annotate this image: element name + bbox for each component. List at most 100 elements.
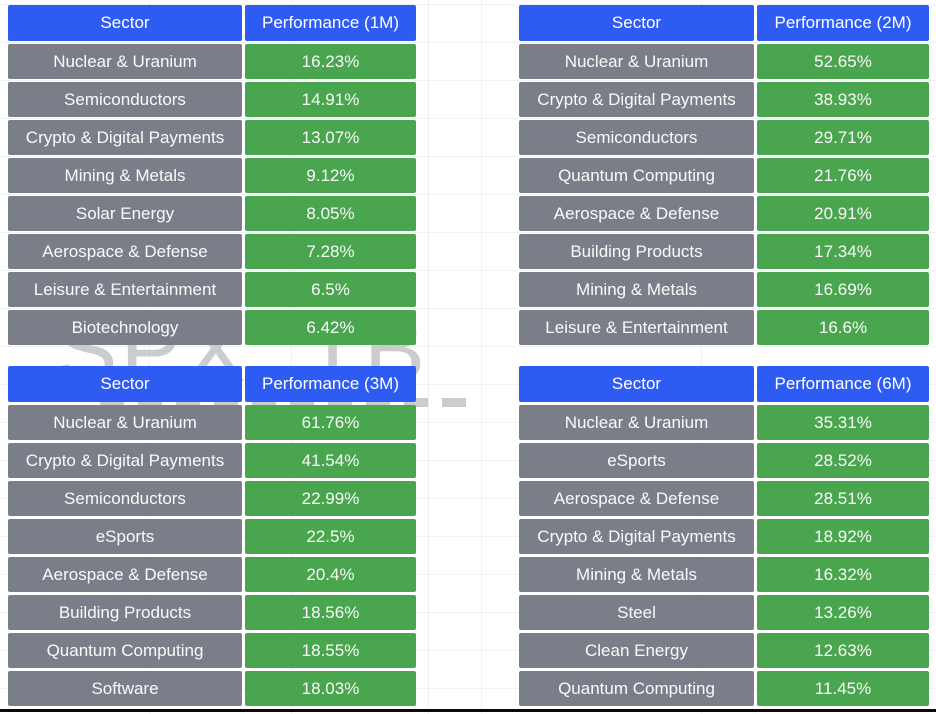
watermark-second-line-fragment [100,398,472,407]
performance-table-2m: Sector Performance (2M) Nuclear & Uranium 5… [519,5,929,348]
performance-column-header: Performance (2M) [757,5,929,41]
table-header-row: Sector Performance (1M) [8,5,416,41]
performance-value-cell: 22.99% [245,481,416,516]
table-row: Crypto & Digital Payments 41.54% [8,443,416,478]
performance-value-cell: 9.12% [245,158,416,193]
table-row: Semiconductors 22.99% [8,481,416,516]
performance-table-1m: Sector Performance (1M) Nuclear & Uranium 1… [8,5,416,348]
sector-name-cell: Quantum Computing [519,158,754,193]
sector-name-cell: Mining & Metals [8,158,242,193]
performance-value-cell: 6.5% [245,272,416,307]
sector-name-cell: Clean Energy [519,633,754,668]
performance-value-cell: 16.69% [757,272,929,307]
table-row: Clean Energy 12.63% [519,633,929,668]
performance-value-cell: 18.92% [757,519,929,554]
table-row: Building Products 17.34% [519,234,929,269]
performance-value-cell: 41.54% [245,443,416,478]
sector-name-cell: Building Products [8,595,242,630]
sector-column-header: Sector [8,5,242,41]
table-row: Quantum Computing 21.76% [519,158,929,193]
sector-name-cell: Semiconductors [519,120,754,155]
sector-name-cell: Leisure & Entertainment [519,310,754,345]
performance-value-cell: 18.03% [245,671,416,706]
table-header-row: Sector Performance (3M) [8,366,416,402]
performance-value-cell: 20.91% [757,196,929,231]
performance-value-cell: 29.71% [757,120,929,155]
table-row: Biotechnology 6.42% [8,310,416,345]
performance-value-cell: 28.51% [757,481,929,516]
performance-value-cell: 16.23% [245,44,416,79]
table-row: Nuclear & Uranium 35.31% [519,405,929,440]
performance-value-cell: 18.56% [245,595,416,630]
sector-name-cell: Semiconductors [8,82,242,117]
table-row: Semiconductors 29.71% [519,120,929,155]
table-row: Nuclear & Uranium 61.76% [8,405,416,440]
sector-name-cell: Quantum Computing [8,633,242,668]
performance-value-cell: 8.05% [245,196,416,231]
table-row: Semiconductors 14.91% [8,82,416,117]
spreadsheet-vertical-gridline [481,0,482,714]
performance-value-cell: 11.45% [757,671,929,706]
sector-name-cell: Aerospace & Defense [8,234,242,269]
table-row: Aerospace & Defense 28.51% [519,481,929,516]
table-row: Mining & Metals 9.12% [8,158,416,193]
table-row: Aerospace & Defense 20.91% [519,196,929,231]
performance-value-cell: 14.91% [245,82,416,117]
table-row: eSports 28.52% [519,443,929,478]
sector-name-cell: Aerospace & Defense [8,557,242,592]
sector-name-cell: Steel [519,595,754,630]
table-row: Aerospace & Defense 20.4% [8,557,416,592]
performance-value-cell: 16.6% [757,310,929,345]
sector-name-cell: Nuclear & Uranium [519,405,754,440]
sector-name-cell: Aerospace & Defense [519,481,754,516]
spreadsheet-vertical-gridline [149,0,150,714]
performance-value-cell: 13.07% [245,120,416,155]
sector-name-cell: Crypto & Digital Payments [519,82,754,117]
performance-value-cell: 20.4% [245,557,416,592]
sector-name-cell: Biotechnology [8,310,242,345]
sector-name-cell: Building Products [519,234,754,269]
spreadsheet-vertical-gridline [701,0,702,714]
table-header-row: Sector Performance (2M) [519,5,929,41]
performance-value-cell: 12.63% [757,633,929,668]
sector-name-cell: Leisure & Entertainment [8,272,242,307]
sector-name-cell: Mining & Metals [519,557,754,592]
sector-name-cell: eSports [519,443,754,478]
sector-name-cell: Solar Energy [8,196,242,231]
spreadsheet-vertical-gridline [291,0,292,714]
table-row: Building Products 18.56% [8,595,416,630]
bottom-divider-line [0,709,936,712]
sector-name-cell: Aerospace & Defense [519,196,754,231]
sector-name-cell: Nuclear & Uranium [8,405,242,440]
sector-column-header: Sector [519,5,754,41]
table-row: Aerospace & Defense 7.28% [8,234,416,269]
performance-value-cell: 7.28% [245,234,416,269]
table-row: Quantum Computing 18.55% [8,633,416,668]
sector-name-cell: Nuclear & Uranium [8,44,242,79]
table-row: Crypto & Digital Payments 38.93% [519,82,929,117]
performance-value-cell: 35.31% [757,405,929,440]
table-row: Mining & Metals 16.69% [519,272,929,307]
performance-value-cell: 61.76% [245,405,416,440]
table-header-row: Sector Performance (6M) [519,366,929,402]
sector-name-cell: Mining & Metals [519,272,754,307]
sector-column-header: Sector [519,366,754,402]
sector-name-cell: Crypto & Digital Payments [519,519,754,554]
table-row: Steel 13.26% [519,595,929,630]
table-row: Nuclear & Uranium 16.23% [8,44,416,79]
sector-column-header: Sector [8,366,242,402]
table-row: Mining & Metals 16.32% [519,557,929,592]
table-row: Leisure & Entertainment 6.5% [8,272,416,307]
performance-column-header: Performance (6M) [757,366,929,402]
performance-value-cell: 28.52% [757,443,929,478]
spreadsheet-vertical-gridline [428,0,429,714]
sector-name-cell: eSports [8,519,242,554]
table-row: eSports 22.5% [8,519,416,554]
performance-value-cell: 22.5% [245,519,416,554]
table-row: Quantum Computing 11.45% [519,671,929,706]
table-row: Crypto & Digital Payments 13.07% [8,120,416,155]
sector-name-cell: Crypto & Digital Payments [8,120,242,155]
performance-column-header: Performance (1M) [245,5,416,41]
performance-table-6m: Sector Performance (6M) Nuclear & Uranium 3… [519,366,929,709]
sector-name-cell: Quantum Computing [519,671,754,706]
